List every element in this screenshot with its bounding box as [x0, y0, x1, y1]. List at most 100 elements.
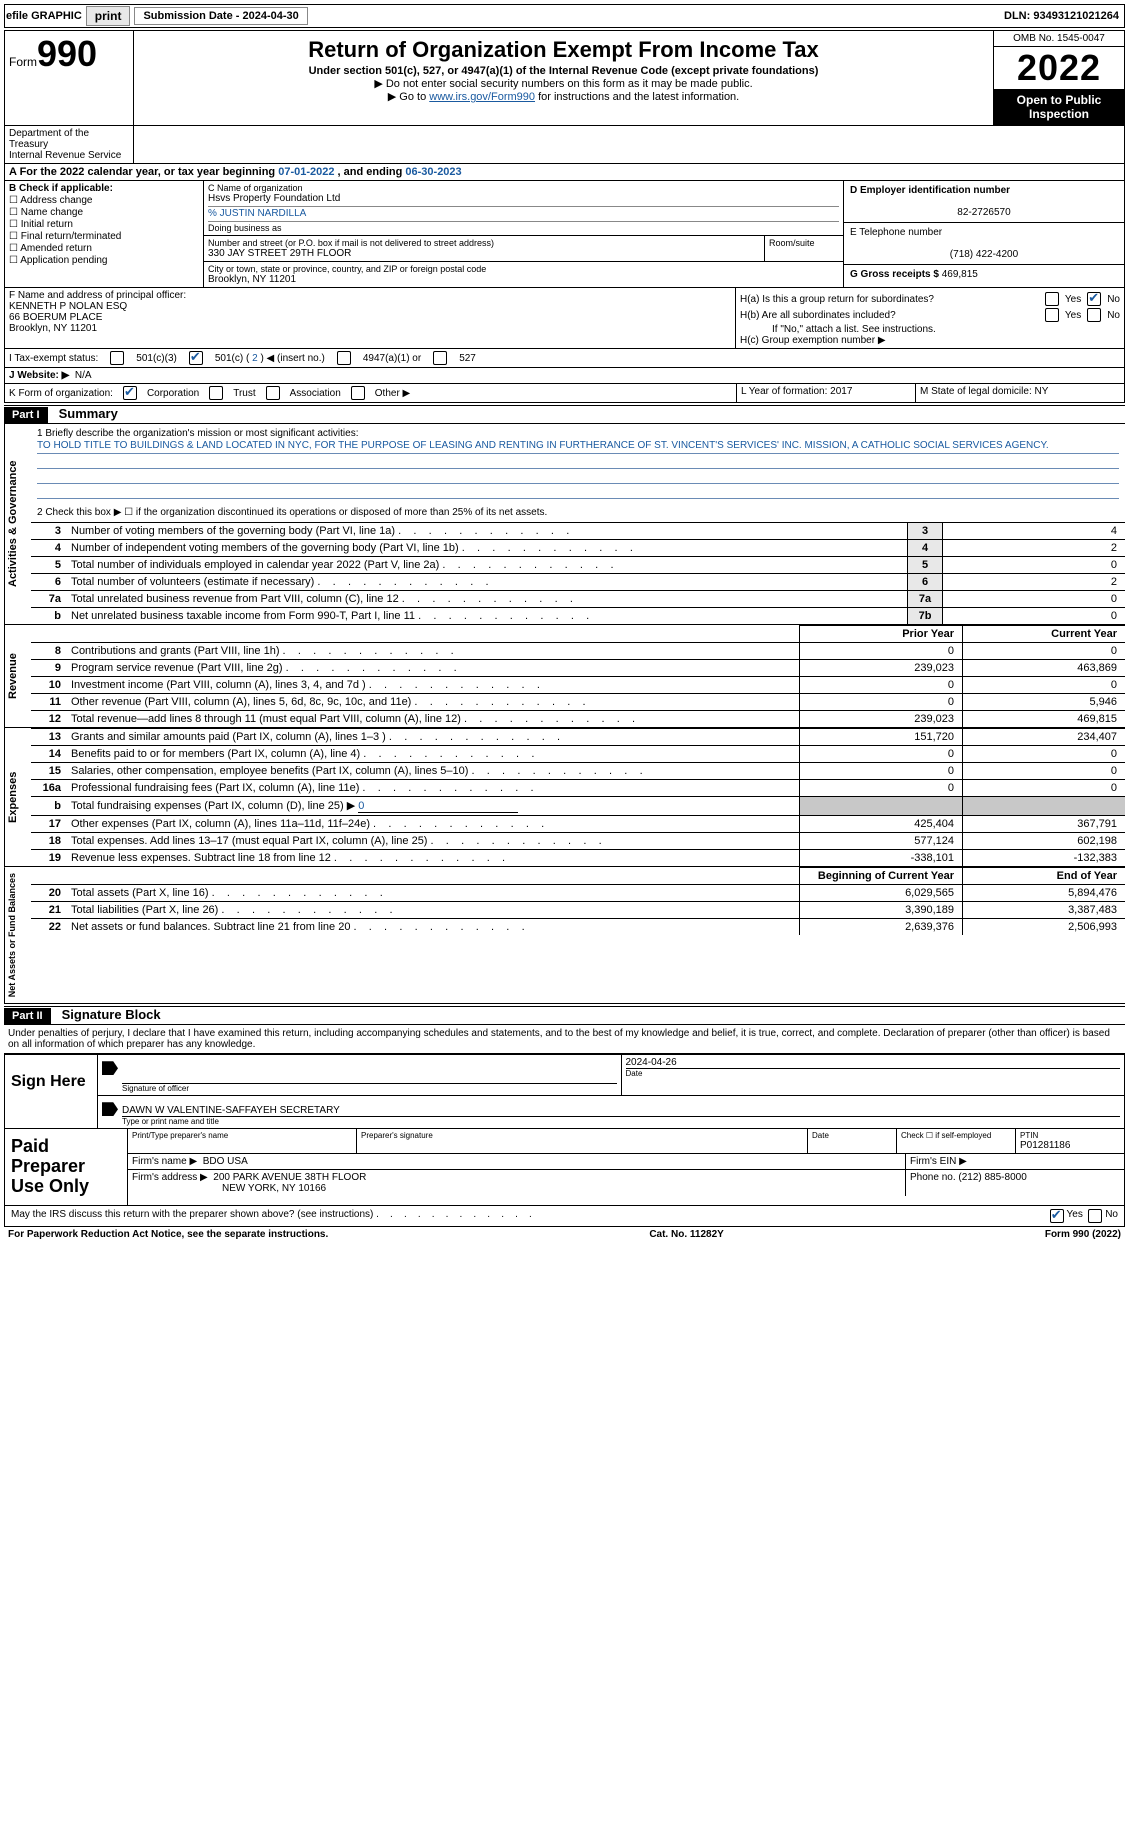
dln-label: DLN: 93493121021264: [1004, 10, 1119, 22]
opt-name-change[interactable]: ☐ Name change: [9, 207, 199, 218]
vtab-net-assets: Net Assets or Fund Balances: [4, 867, 31, 1003]
open-inspection: Open to Public Inspection: [994, 89, 1124, 125]
part-1-tag: Part I: [4, 407, 48, 423]
firm-name: BDO USA: [203, 1156, 248, 1167]
paid-preparer: Paid Preparer Use Only Print/Type prepar…: [4, 1129, 1125, 1205]
officer-name: KENNETH P NOLAN ESQ: [9, 301, 731, 312]
penalty-text: Under penalties of perjury, I declare th…: [4, 1025, 1125, 1054]
section-d-e-g: D Employer identification number 82-2726…: [843, 181, 1124, 287]
i-4947[interactable]: [337, 351, 351, 365]
form-number-box: Form990: [5, 31, 134, 125]
form-note2: ▶ Go to www.irs.gov/Form990 for instruct…: [138, 90, 989, 103]
line-a: A For the 2022 calendar year, or tax yea…: [4, 164, 1125, 181]
efile-label: efile GRAPHIC: [6, 10, 82, 22]
table-row: 17Other expenses (Part IX, column (A), l…: [31, 816, 1125, 833]
activities-governance: Activities & Governance 1 Briefly descri…: [4, 424, 1125, 625]
i-501c[interactable]: [189, 351, 203, 365]
h-a-yes[interactable]: [1045, 292, 1059, 306]
phone-box: E Telephone number (718) 422-4200: [844, 223, 1124, 265]
table-row: 20Total assets (Part X, line 16)6,029,56…: [31, 885, 1125, 902]
expenses-section: Expenses 13Grants and similar amounts pa…: [4, 728, 1125, 867]
table-row: 12Total revenue—add lines 8 through 11 (…: [31, 711, 1125, 728]
officer-name-title: DAWN W VALENTINE-SAFFAYEH SECRETARY Type…: [118, 1096, 1124, 1128]
table-row: 3Number of voting members of the governi…: [31, 523, 1125, 540]
sign-here: Sign Here Signature of officer 2024-04-2…: [4, 1054, 1125, 1129]
sign-here-label: Sign Here: [5, 1055, 98, 1128]
h-b-no[interactable]: [1087, 308, 1101, 322]
paperwork-notice: For Paperwork Reduction Act Notice, see …: [8, 1229, 328, 1240]
submission-date: Submission Date - 2024-04-30: [134, 7, 307, 25]
k-other[interactable]: [351, 386, 365, 400]
form-title: Return of Organization Exempt From Incom…: [138, 37, 989, 63]
ptin-value: P01281186: [1020, 1140, 1070, 1151]
section-c: C Name of organization Hsvs Property Fou…: [204, 181, 843, 287]
arrow-icon: [102, 1102, 118, 1116]
street-row: Number and street (or P.O. box if mail i…: [204, 236, 843, 262]
sig-date: 2024-04-26: [626, 1057, 677, 1068]
form-subtitle: Under section 501(c), 527, or 4947(a)(1)…: [138, 65, 989, 77]
firm-address2: NEW YORK, NY 10166: [222, 1183, 326, 1194]
top-bar: efile GRAPHIC print Submission Date - 20…: [4, 4, 1125, 28]
col-current-year: Current Year: [963, 626, 1126, 643]
table-row: bNet unrelated business taxable income f…: [31, 608, 1125, 625]
table-row: 15Salaries, other compensation, employee…: [31, 763, 1125, 780]
vtab-revenue: Revenue: [4, 625, 31, 727]
h-a-no[interactable]: [1087, 292, 1101, 306]
i-527[interactable]: [433, 351, 447, 365]
org-name-row: C Name of organization Hsvs Property Fou…: [204, 181, 843, 236]
revenue-table: Prior Year Current Year 8Contributions a…: [31, 625, 1125, 727]
discuss-yes[interactable]: [1050, 1209, 1064, 1223]
mission-block: 1 Briefly describe the organization's mi…: [31, 424, 1125, 503]
table-row: 7aTotal unrelated business revenue from …: [31, 591, 1125, 608]
discuss-no[interactable]: [1088, 1209, 1102, 1223]
print-button[interactable]: print: [86, 6, 131, 26]
col-begin-year: Beginning of Current Year: [800, 868, 963, 885]
section-b: B Check if applicable: ☐ Address change …: [5, 181, 204, 287]
dept-treasury: Department of the Treasury Internal Reve…: [5, 126, 134, 163]
opt-application-pending[interactable]: ☐ Application pending: [9, 255, 199, 266]
table-row: 10Investment income (Part VIII, column (…: [31, 677, 1125, 694]
form-header: Form990 Return of Organization Exempt Fr…: [4, 30, 1125, 164]
ein-value: 82-2726570: [850, 207, 1118, 218]
care-of: % JUSTIN NARDILLA: [208, 208, 306, 219]
h-b-yes[interactable]: [1045, 308, 1059, 322]
section-f: F Name and address of principal officer:…: [5, 288, 736, 348]
row-16b: b Total fundraising expenses (Part IX, c…: [31, 797, 1125, 816]
table-row: 4Number of independent voting members of…: [31, 540, 1125, 557]
table-row: 5Total number of individuals employed in…: [31, 557, 1125, 574]
year-formation: 2017: [830, 386, 852, 397]
net-assets-table: Beginning of Current Year End of Year 20…: [31, 867, 1125, 935]
i-501c3[interactable]: [110, 351, 124, 365]
table-row: 21Total liabilities (Part X, line 26)3,3…: [31, 902, 1125, 919]
year-end: 06-30-2023: [405, 166, 461, 178]
paid-preparer-label: Paid Preparer Use Only: [5, 1129, 128, 1204]
signature-of-officer: Signature of officer: [118, 1055, 622, 1095]
k-trust[interactable]: [209, 386, 223, 400]
firm-phone: (212) 885-8000: [958, 1172, 1026, 1183]
header-right-box: OMB No. 1545-0047 2022 Open to Public In…: [994, 31, 1124, 125]
header-title-box: Return of Organization Exempt From Incom…: [134, 31, 994, 125]
form-number: 990: [37, 33, 97, 74]
omb-number: OMB No. 1545-0047: [994, 31, 1124, 47]
irs-link[interactable]: www.irs.gov/Form990: [429, 91, 535, 103]
part-2-tag: Part II: [4, 1008, 51, 1024]
street-address: 330 JAY STREET 29TH FLOOR: [208, 248, 760, 259]
form-word: Form: [9, 55, 37, 69]
section-b-label: B Check if applicable:: [9, 183, 113, 194]
table-row: 14Benefits paid to or for members (Part …: [31, 746, 1125, 763]
section-j: J Website: ▶ N/A: [4, 368, 1125, 384]
opt-initial-return[interactable]: ☐ Initial return: [9, 219, 199, 230]
section-f-h: F Name and address of principal officer:…: [4, 288, 1125, 349]
ein-box: D Employer identification number 82-2726…: [844, 181, 1124, 223]
opt-final-return[interactable]: ☐ Final return/terminated: [9, 231, 199, 242]
part-1-title: Summary: [51, 404, 126, 423]
year-begin: 07-01-2022: [278, 166, 334, 178]
mission-text: TO HOLD TITLE TO BUILDINGS & LAND LOCATE…: [37, 439, 1119, 454]
k-association[interactable]: [266, 386, 280, 400]
form-footer: Form 990 (2022): [1045, 1229, 1121, 1240]
table-row: 6Total number of volunteers (estimate if…: [31, 574, 1125, 591]
opt-amended-return[interactable]: ☐ Amended return: [9, 243, 199, 254]
k-corporation[interactable]: [123, 386, 137, 400]
table-row: 16aProfessional fundraising fees (Part I…: [31, 780, 1125, 797]
opt-address-change[interactable]: ☐ Address change: [9, 195, 199, 206]
